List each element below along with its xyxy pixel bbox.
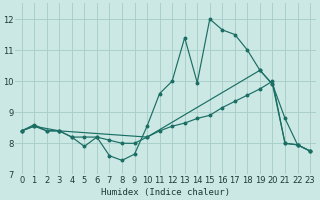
- X-axis label: Humidex (Indice chaleur): Humidex (Indice chaleur): [101, 188, 230, 197]
